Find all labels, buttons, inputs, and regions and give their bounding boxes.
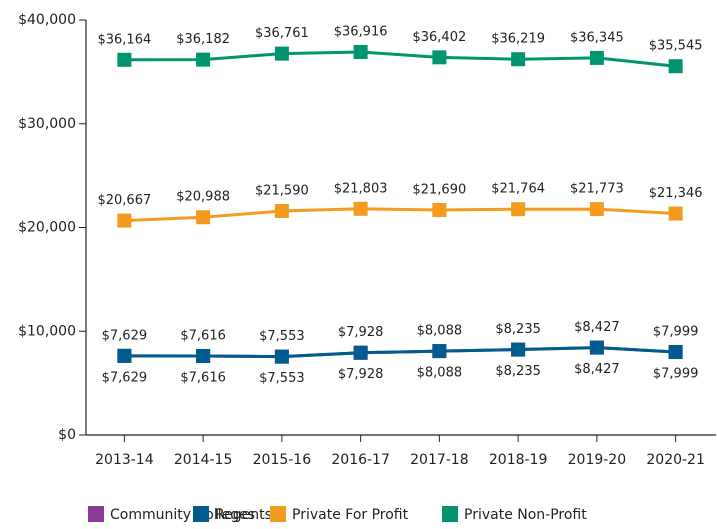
legend-swatch [88, 506, 104, 522]
marker [117, 213, 132, 228]
value-label: $7,928 [338, 367, 384, 382]
value-label: $21,803 [334, 181, 388, 196]
y-tick-label: $20,000 [18, 220, 76, 236]
value-label: $36,182 [176, 32, 230, 47]
marker [117, 52, 132, 67]
marker [589, 202, 604, 217]
marker [432, 202, 447, 217]
marker [432, 50, 447, 65]
x-tick-label: 2017-18 [410, 452, 469, 468]
value-label: $8,427 [574, 362, 620, 377]
series-line [124, 50, 676, 68]
y-tick-label: $10,000 [18, 323, 76, 339]
legend-label: Community Colleges [110, 507, 255, 523]
marker [274, 349, 289, 364]
marker [668, 206, 683, 221]
value-label: $8,235 [495, 364, 541, 379]
y-tick-label: $40,000 [18, 12, 76, 28]
value-label: $7,616 [180, 370, 226, 385]
value-label: $8,088 [417, 324, 463, 339]
x-tick-label: 2019-20 [568, 452, 627, 468]
y-tick-label: $30,000 [18, 116, 76, 132]
value-label: $7,629 [102, 328, 148, 343]
x-tick-label: 2013-14 [95, 452, 154, 468]
marker [196, 52, 211, 67]
marker [668, 345, 683, 360]
marker [196, 348, 211, 363]
value-label: $7,553 [259, 371, 305, 386]
value-label: $8,427 [574, 320, 620, 335]
value-label: $21,346 [649, 186, 703, 201]
legend-label: Private Non-Profit [464, 507, 587, 523]
marker [589, 340, 604, 355]
x-tick-label: 2014-15 [174, 452, 233, 468]
value-label: $36,345 [570, 30, 624, 45]
value-label: $20,988 [176, 190, 230, 205]
x-tick-label: 2016-17 [331, 452, 390, 468]
marker [353, 201, 368, 216]
value-label: $8,088 [417, 366, 463, 381]
value-label: $21,764 [491, 182, 545, 197]
value-label: $21,590 [255, 184, 309, 199]
value-label: $36,761 [255, 26, 309, 41]
marker [511, 52, 526, 67]
x-tick-label: 2020-21 [646, 452, 705, 468]
value-label: $36,164 [97, 32, 151, 47]
marker [274, 46, 289, 61]
marker [196, 210, 211, 225]
value-label: $7,999 [653, 325, 699, 340]
legend-swatch [270, 506, 286, 522]
marker [511, 342, 526, 357]
marker [274, 204, 289, 219]
value-label: $7,999 [653, 367, 699, 382]
value-label: $36,402 [412, 30, 466, 45]
legend-swatch [442, 506, 458, 522]
marker [353, 345, 368, 360]
marker [511, 202, 526, 217]
value-label: $21,773 [570, 182, 624, 197]
x-tick-label: 2018-19 [489, 452, 548, 468]
value-label: $36,219 [491, 32, 545, 47]
value-label: $35,545 [649, 39, 703, 54]
value-label: $20,667 [97, 193, 151, 208]
marker [589, 50, 604, 65]
marker [668, 59, 683, 74]
value-label: $7,616 [180, 328, 226, 343]
legend-label: Private For Profit [292, 507, 409, 523]
x-tick-label: 2015-16 [253, 452, 312, 468]
value-label: $36,916 [334, 24, 388, 39]
value-label: $7,928 [338, 325, 384, 340]
marker [432, 344, 447, 359]
value-label: $7,629 [102, 370, 148, 385]
value-label: $7,553 [259, 329, 305, 344]
marker [353, 44, 368, 59]
legend-label: Regents [215, 507, 272, 523]
value-label: $8,235 [495, 322, 541, 337]
value-label: $21,690 [412, 182, 466, 197]
marker [117, 348, 132, 363]
y-tick-label: $0 [58, 427, 76, 443]
series-line [124, 346, 676, 359]
series-line [124, 207, 676, 223]
legend-swatch [193, 506, 209, 522]
